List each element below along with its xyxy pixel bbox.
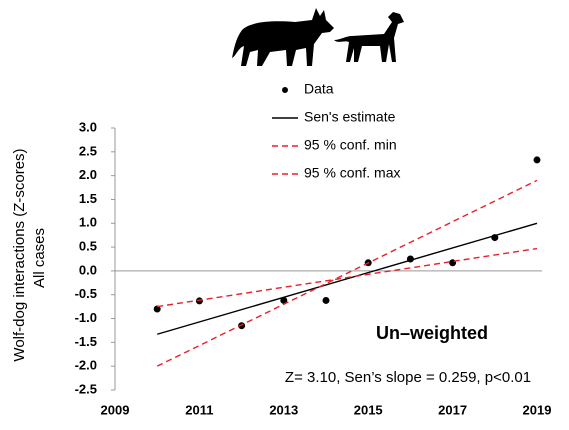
data-point — [195, 297, 203, 305]
x-tick-label: 2009 — [101, 402, 130, 417]
legend-label: 95 % conf. max — [304, 165, 401, 181]
x-tick-label: 2015 — [354, 402, 383, 417]
legend-label: Data — [304, 81, 334, 97]
animal-silhouettes — [232, 8, 404, 66]
legend-label: 95 % conf. min — [304, 137, 397, 153]
data-point — [322, 296, 330, 304]
y-tick-label: 1.5 — [79, 191, 97, 206]
y-axis-label: All cases — [31, 228, 48, 288]
y-tick-label: 0.5 — [79, 239, 97, 254]
data-point — [153, 305, 161, 313]
y-tick-label: -1.5 — [75, 334, 97, 349]
annotation: Un–weighted — [376, 323, 488, 343]
annotation: Z= 3.10, Sen’s slope = 0.259, p<0.01 — [285, 369, 531, 386]
y-tick-label: -2.5 — [75, 381, 97, 396]
data-point — [533, 156, 541, 164]
x-tick-label: 2019 — [523, 402, 552, 417]
y-tick-label: 3.0 — [79, 119, 97, 134]
data-point — [280, 296, 288, 304]
series-line — [157, 247, 538, 308]
y-tick-label: -2.0 — [75, 358, 97, 373]
x-tick-label: 2011 — [185, 402, 213, 417]
y-tick-label: 2.5 — [79, 143, 97, 158]
y-axis-label: Wolf-dog interactions (Z-scores) — [11, 148, 28, 361]
legend-label: Sen's estimate — [304, 109, 396, 125]
y-tick-label: 2.0 — [79, 167, 97, 182]
y-tick-label: 1.0 — [79, 215, 97, 230]
y-tick-label: -0.5 — [75, 286, 97, 301]
dog-icon — [334, 12, 404, 62]
series-line — [156, 179, 538, 367]
x-tick-label: 2017 — [438, 402, 467, 417]
series-line — [157, 222, 538, 335]
y-tick-label: -1.0 — [75, 310, 97, 325]
wolf-icon — [232, 8, 334, 66]
y-tick-label: 0.0 — [79, 262, 97, 277]
x-tick-label: 2013 — [269, 402, 298, 417]
legend-marker — [282, 87, 288, 93]
